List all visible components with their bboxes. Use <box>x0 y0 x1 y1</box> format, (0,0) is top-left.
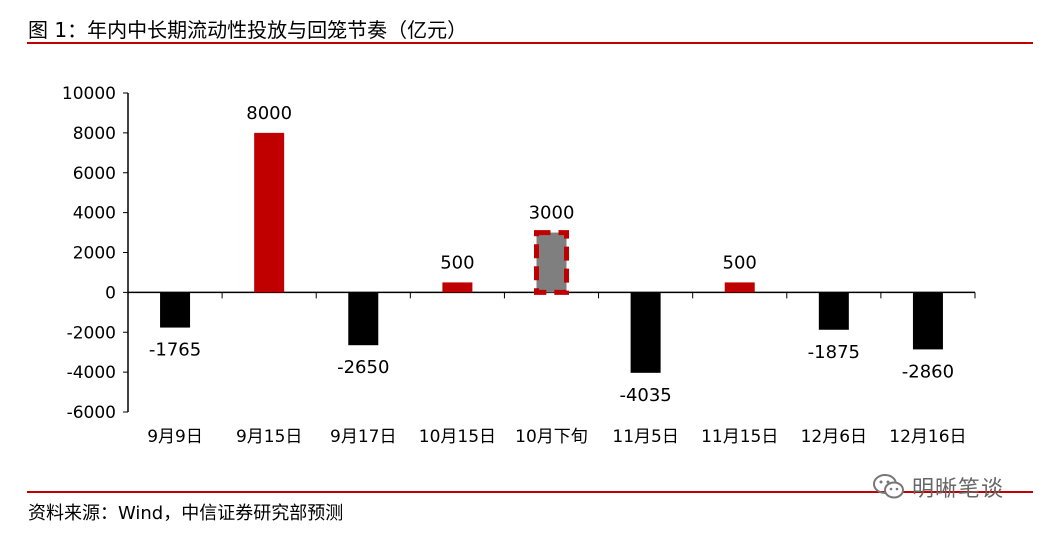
bar <box>630 292 661 373</box>
y-tick-label: 6000 <box>73 164 116 184</box>
data-label: 8000 <box>246 103 292 124</box>
data-label: -1765 <box>149 340 201 361</box>
y-tick-label: 2000 <box>73 244 116 264</box>
watermark-text: 明晰笔谈 <box>912 477 1005 502</box>
y-tick-label: -6000 <box>67 403 116 423</box>
chart-x-tick-labels: 9月9日 9月15日 9月17日 10月15日 10月下旬 11月5日 11月15日 12月6… <box>147 427 966 447</box>
x-tick-label: 11月15日 <box>701 427 778 447</box>
x-tick-label: 12月6日 <box>801 427 867 447</box>
data-label: 500 <box>723 252 757 273</box>
data-label: -1875 <box>808 342 860 363</box>
chart-data-labels: -1765 8000 -2650 500 3000 -4035 500 -1875 -2860 <box>149 103 954 406</box>
chart-y-tick-labels: 10000 8000 6000 4000 2000 0 -2000 -4000 -6000 <box>62 84 116 423</box>
data-label: -4035 <box>619 385 671 406</box>
bar <box>724 282 755 293</box>
chart-title: 图 1：年内中长期流动性投放与回笼节奏（亿元） <box>28 18 468 42</box>
y-tick-label: 10000 <box>62 84 116 104</box>
x-tick-label: 10月15日 <box>419 427 496 447</box>
bar <box>442 282 473 293</box>
x-tick-label: 10月下旬 <box>515 427 588 447</box>
chart-bars <box>160 132 943 373</box>
top-divider <box>27 42 1033 44</box>
x-tick-label: 11月5日 <box>612 427 678 447</box>
bar <box>348 292 379 346</box>
y-tick-label: -4000 <box>67 363 116 383</box>
bar <box>160 292 191 328</box>
bar <box>254 132 285 293</box>
data-label: 3000 <box>529 203 575 224</box>
data-label: 500 <box>440 252 474 273</box>
x-tick-label: 9月17日 <box>330 427 396 447</box>
x-tick-label: 9月15日 <box>236 427 302 447</box>
y-tick-label: 0 <box>105 283 116 303</box>
bar <box>818 292 849 330</box>
data-label: -2860 <box>902 361 954 382</box>
bar-chart: -17658000-26505003000-4035500-1875-2860 … <box>62 84 976 447</box>
y-tick-label: 4000 <box>73 204 116 224</box>
wechat-icon <box>873 474 904 499</box>
y-tick-label: 8000 <box>73 124 116 144</box>
x-tick-label: 9月9日 <box>147 427 203 447</box>
bar <box>912 292 943 350</box>
y-tick-label: -2000 <box>67 323 116 343</box>
data-label: -2650 <box>337 357 389 378</box>
bottom-divider <box>27 491 1033 493</box>
bar <box>534 230 569 295</box>
watermark: 明晰笔谈 <box>872 470 1032 504</box>
x-tick-label: 12月16日 <box>889 427 966 447</box>
source-note: 资料来源：Wind，中信证券研究部预测 <box>28 503 344 524</box>
